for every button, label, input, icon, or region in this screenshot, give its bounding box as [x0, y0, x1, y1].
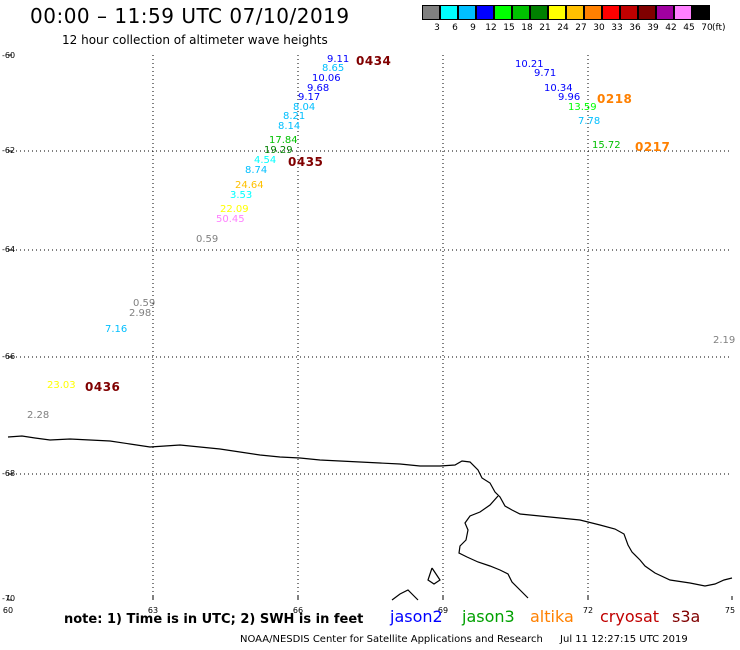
scale-label: 27	[575, 23, 587, 33]
scale-label: 45	[683, 23, 695, 33]
credit-line: NOAA/NESDIS Center for Satellite Applica…	[240, 634, 688, 645]
scale-label: 18	[521, 23, 533, 33]
map-subtitle: 12 hour collection of altimeter wave hei…	[62, 33, 328, 47]
scale-label: 6	[452, 23, 458, 33]
scale-swatch	[620, 5, 638, 20]
scale-label: 15	[503, 23, 515, 33]
scale-label: 70	[701, 23, 713, 33]
scale-label: 12	[485, 23, 497, 33]
map-title: 00:00 – 11:59 UTC 07/10/2019	[30, 4, 350, 28]
scale-label: 39	[647, 23, 659, 33]
lon-label: 69	[437, 606, 449, 615]
wave-height-label: 9.96	[558, 92, 581, 103]
lat-label: -66	[2, 352, 16, 361]
sat-altika: altika	[530, 607, 574, 626]
scale-label: 9	[470, 23, 476, 33]
lon-label: 72	[582, 606, 594, 615]
graticule	[8, 55, 732, 600]
wave-height-label: 19.29	[264, 145, 293, 156]
scale-label: 21	[539, 23, 551, 33]
scale-label: 42	[665, 23, 677, 33]
lat-label: -68	[2, 469, 16, 478]
sat-s3a: s3a	[672, 607, 701, 626]
pass-time-label: 0217	[635, 140, 671, 154]
credit-timestamp: Jul 11 12:27:15 UTC 2019	[560, 634, 688, 645]
scale-swatch	[674, 5, 692, 20]
scale-swatch	[440, 5, 458, 20]
wave-height-label: 8.21	[283, 111, 306, 122]
wave-height-label: 4.54	[254, 155, 277, 166]
scale-unit: (ft)	[712, 23, 726, 33]
credit-org: NOAA/NESDIS Center for Satellite Applica…	[240, 634, 543, 645]
scale-swatch	[494, 5, 512, 20]
lon-label: 75	[724, 606, 736, 615]
footer-note: note: 1) Time is in UTC; 2) SWH is in fe…	[64, 612, 364, 627]
wave-height-label: 7.78	[578, 116, 601, 127]
scale-label: 24	[557, 23, 569, 33]
wave-height-label: 9.17	[298, 92, 321, 103]
scale-swatch	[422, 5, 440, 20]
lon-label: 66	[292, 606, 304, 615]
wave-height-label: 2.28	[27, 410, 50, 421]
sat-jason2: jason2	[390, 607, 443, 626]
scale-swatch	[530, 5, 548, 20]
scale-swatch	[692, 5, 710, 20]
sat-jason3: jason3	[462, 607, 515, 626]
scale-swatch	[638, 5, 656, 20]
scale-swatch	[566, 5, 584, 20]
wave-height-label: 10.34	[544, 83, 573, 94]
lat-label: -70	[2, 594, 16, 603]
wave-height-label: 8.74	[245, 165, 268, 176]
lat-label: -64	[2, 245, 16, 254]
wave-height-label: 9.11	[327, 54, 350, 65]
coastline	[7, 435, 733, 601]
wave-height-label: 50.45	[216, 214, 245, 225]
wave-height-label: 24.64	[235, 180, 264, 191]
wave-height-label: 13.59	[568, 102, 597, 113]
wave-height-label: 2.98	[129, 308, 152, 319]
lat-label: -62	[2, 146, 16, 155]
scale-label: 36	[629, 23, 641, 33]
wave-height-label: 17.84	[269, 135, 298, 146]
sat-cryosat: cryosat	[600, 607, 660, 626]
scale-swatch	[656, 5, 674, 20]
wave-height-label: 9.71	[534, 68, 557, 79]
wave-height-label: 9.68	[307, 83, 330, 94]
scale-swatch	[512, 5, 530, 20]
wave-height-label: 2.19	[713, 335, 736, 346]
wave-height-label: 8.65	[322, 63, 345, 74]
scale-swatch	[458, 5, 476, 20]
wave-height-label: 8.14	[278, 121, 301, 132]
wave-height-label: 23.03	[47, 380, 76, 391]
wave-height-label: 10.21	[515, 59, 544, 70]
scale-label: 33	[611, 23, 623, 33]
lon-label: 60	[2, 606, 14, 615]
scale-swatch	[476, 5, 494, 20]
wave-height-label: 0.59	[133, 298, 156, 309]
scale-swatch	[548, 5, 566, 20]
lon-label: 63	[147, 606, 159, 615]
pass-time-label: 0218	[597, 92, 633, 106]
pass-time-label: 0435	[288, 155, 324, 169]
scale-swatch	[602, 5, 620, 20]
wave-height-label: 0.59	[196, 234, 219, 245]
wave-height-label: 8.04	[293, 102, 316, 113]
lat-label: -60	[2, 51, 16, 60]
scale-label: 3	[434, 23, 440, 33]
wave-height-label: 3.53	[230, 190, 253, 201]
wave-height-label: 22.09	[220, 204, 249, 215]
wave-height-label: 15.72	[592, 140, 621, 151]
scale-swatch	[584, 5, 602, 20]
frame-ticks	[7, 54, 733, 601]
scale-label: 30	[593, 23, 605, 33]
wave-height-label: 10.06	[312, 73, 341, 84]
pass-time-label: 0436	[85, 380, 121, 394]
pass-time-label: 0434	[356, 54, 392, 68]
wave-height-label: 7.16	[105, 324, 128, 335]
